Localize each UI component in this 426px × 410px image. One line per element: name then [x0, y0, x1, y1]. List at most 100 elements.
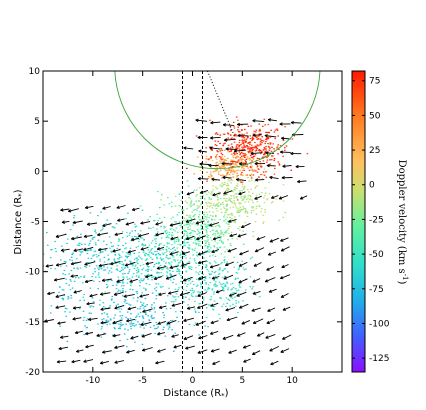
emission-point: [77, 268, 79, 270]
vector-arrowhead: [98, 263, 102, 268]
emission-point: [176, 247, 179, 249]
emission-point: [147, 273, 150, 275]
emission-point: [227, 220, 230, 222]
emission-point: [186, 180, 189, 182]
emission-point: [240, 196, 243, 198]
vector-arrowhead: [114, 345, 118, 350]
emission-point: [234, 277, 237, 279]
emission-point: [181, 222, 183, 224]
emission-point: [271, 201, 274, 203]
emission-point: [174, 259, 176, 261]
emission-point: [100, 268, 103, 270]
emission-point: [224, 190, 227, 192]
emission-point: [186, 214, 189, 216]
emission-point: [226, 169, 228, 171]
emission-point: [256, 185, 259, 187]
emission-point: [244, 222, 247, 224]
emission-point: [240, 197, 243, 199]
emission-point: [199, 219, 201, 221]
emission-point: [213, 300, 216, 302]
emission-point: [265, 146, 267, 148]
emission-point: [149, 326, 152, 328]
emission-point: [206, 205, 209, 207]
emission-point: [215, 156, 217, 158]
vector-arrowhead: [197, 135, 201, 140]
emission-point: [212, 180, 214, 182]
emission-point: [188, 266, 190, 268]
emission-point: [135, 236, 138, 238]
emission-point: [225, 164, 227, 166]
emission-point: [253, 169, 256, 171]
emission-point: [246, 145, 248, 147]
emission-point: [178, 193, 181, 195]
emission-point: [223, 160, 226, 162]
emission-point: [129, 323, 131, 325]
emission-point: [204, 242, 207, 244]
emission-point: [162, 286, 164, 288]
emission-point: [222, 174, 224, 176]
emission-point: [127, 318, 129, 320]
emission-point: [168, 251, 171, 253]
emission-point: [193, 173, 195, 175]
emission-point: [195, 200, 198, 202]
vector-arrowhead: [84, 262, 88, 266]
emission-point: [244, 165, 246, 168]
vector-arrowhead: [198, 149, 202, 153]
velocity-vector: [212, 360, 220, 365]
emission-point: [216, 161, 218, 163]
emission-point: [215, 145, 218, 147]
velocity-vector: [252, 350, 261, 355]
velocity-vector: [125, 221, 135, 226]
emission-point: [219, 267, 221, 269]
emission-point: [263, 174, 266, 176]
emission-point: [137, 313, 139, 315]
emission-point: [244, 146, 247, 148]
emission-point: [237, 174, 239, 176]
emission-point: [108, 270, 111, 272]
emission-point: [205, 147, 207, 149]
vector-arrowhead: [209, 146, 213, 150]
velocity-vector: [171, 334, 179, 338]
emission-point: [164, 231, 166, 233]
emission-point: [216, 133, 219, 135]
vector-arrowhead: [209, 136, 214, 140]
emission-point: [220, 236, 222, 238]
emission-point: [255, 146, 258, 148]
emission-point: [213, 245, 215, 247]
emission-point: [97, 288, 99, 290]
emission-point: [271, 146, 273, 148]
emission-point: [204, 240, 206, 242]
emission-point: [205, 161, 207, 163]
emission-point: [209, 119, 211, 121]
emission-point: [185, 242, 187, 244]
emission-point: [258, 149, 260, 152]
emission-point: [226, 164, 228, 166]
velocity-vector: [89, 293, 98, 297]
emission-point: [128, 271, 130, 273]
emission-point: [233, 160, 235, 162]
emission-point: [231, 202, 234, 204]
emission-point: [242, 198, 245, 200]
emission-point: [222, 303, 225, 305]
vector-arrowhead: [255, 178, 259, 182]
emission-point: [114, 261, 117, 263]
emission-point: [239, 286, 241, 288]
emission-point: [255, 148, 258, 150]
emission-point: [69, 229, 72, 231]
emission-point: [233, 172, 236, 174]
emission-point: [206, 214, 209, 216]
emission-point: [189, 289, 192, 291]
emission-point: [80, 233, 82, 235]
emission-point: [79, 242, 81, 244]
vector-arrowhead: [113, 292, 118, 296]
emission-point: [158, 262, 161, 264]
emission-point: [156, 250, 158, 252]
emission-point: [238, 202, 241, 204]
emission-point: [193, 308, 196, 310]
emission-point: [242, 162, 245, 164]
velocity-vector: [281, 264, 289, 268]
emission-point: [141, 343, 144, 345]
emission-point: [218, 273, 221, 275]
emission-point: [250, 175, 253, 177]
emission-point: [244, 159, 247, 161]
